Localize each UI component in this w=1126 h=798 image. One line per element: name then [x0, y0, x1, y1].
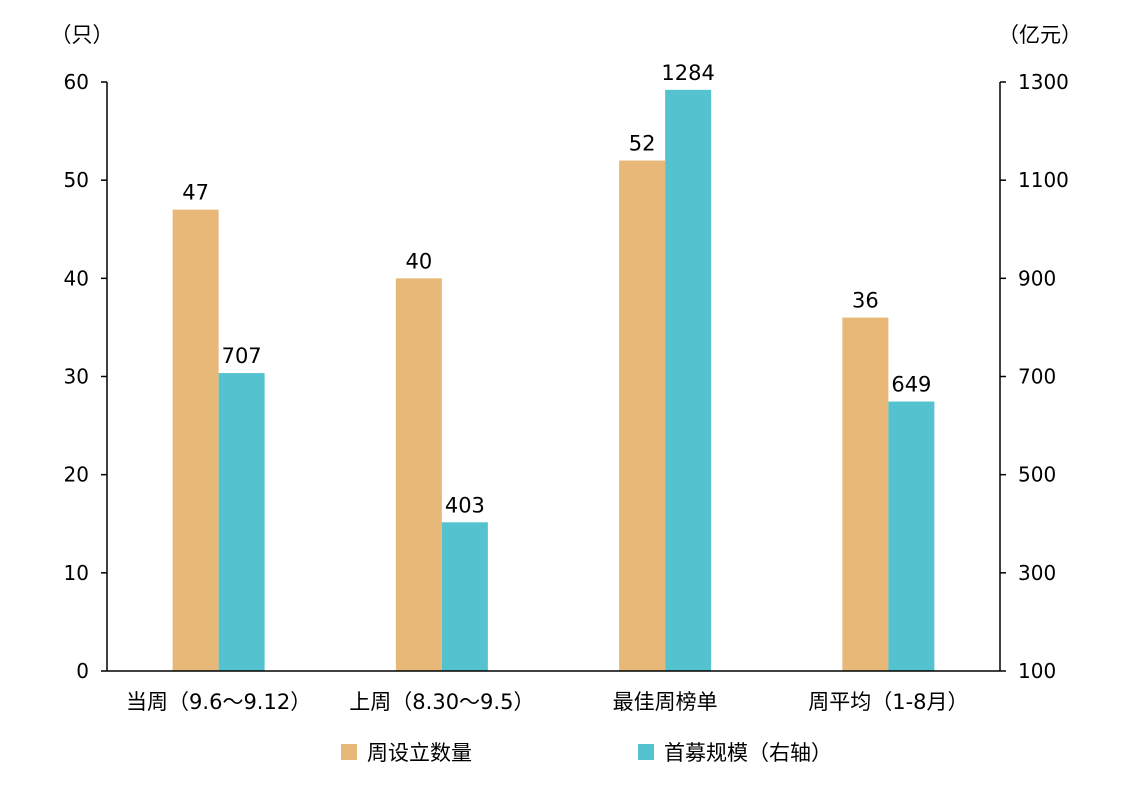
- right-tick-label: 700: [1018, 365, 1056, 389]
- left-tick-label: 10: [64, 561, 89, 585]
- right-axis-ticks: 100 300 500 700 900 1100 1300: [1000, 70, 1069, 683]
- right-axis-unit: （亿元）: [998, 23, 1082, 47]
- data-label-weekly-count: 47: [182, 181, 209, 205]
- right-tick-label: 100: [1018, 659, 1056, 683]
- legend: 周设立数量 首募规模（右轴）: [341, 741, 832, 765]
- right-tick-label: 1100: [1018, 168, 1069, 192]
- left-tick-label: 50: [64, 168, 89, 192]
- left-tick-label: 0: [76, 659, 89, 683]
- legend-swatch-initial-raise: [638, 744, 654, 760]
- category-label: 最佳周榜单: [613, 690, 718, 714]
- data-label-initial-raise: 1284: [661, 61, 714, 85]
- legend-label-weekly-count: 周设立数量: [367, 741, 472, 765]
- bar-weekly-count: [395, 278, 442, 671]
- legend-swatch-weekly-count: [341, 744, 357, 760]
- left-tick-label: 20: [64, 463, 89, 487]
- data-label-weekly-count: 40: [406, 249, 433, 273]
- bar-weekly-count: [842, 317, 889, 671]
- right-tick-label: 500: [1018, 463, 1056, 487]
- bar-weekly-count: [172, 209, 219, 671]
- bar-initial-raise: [888, 401, 935, 671]
- bar-initial-raise: [441, 522, 488, 671]
- bar-weekly-count: [619, 160, 666, 672]
- left-axis-ticks: 0 10 20 30 40 50 60: [64, 70, 107, 683]
- legend-label-initial-raise: 首募规模（右轴）: [664, 741, 832, 765]
- bars: [172, 89, 935, 672]
- category-labels: 当周（9.6～9.12） 上周（8.30～9.5） 最佳周榜单 周平均（1-8月）: [126, 690, 968, 714]
- data-label-initial-raise: 649: [891, 373, 931, 397]
- left-tick-label: 30: [64, 365, 89, 389]
- data-label-initial-raise: 403: [445, 493, 485, 517]
- left-tick-label: 60: [64, 70, 89, 94]
- data-label-initial-raise: 707: [222, 344, 262, 368]
- legend-item-weekly-count: 周设立数量: [341, 741, 472, 765]
- data-label-weekly-count: 52: [629, 132, 656, 156]
- left-axis-unit: （只）: [51, 23, 114, 47]
- category-label: 周平均（1-8月）: [808, 690, 968, 714]
- bar-initial-raise: [665, 89, 712, 671]
- bar-initial-raise: [218, 373, 265, 671]
- data-labels: 47 707 40 403 52 1284 36 649: [182, 61, 931, 517]
- data-label-weekly-count: 36: [852, 289, 879, 313]
- right-tick-label: 300: [1018, 561, 1056, 585]
- legend-item-initial-raise: 首募规模（右轴）: [638, 741, 832, 765]
- right-tick-label: 1300: [1018, 70, 1069, 94]
- category-label: 当周（9.6～9.12）: [126, 690, 311, 714]
- right-tick-label: 900: [1018, 266, 1056, 290]
- category-label: 上周（8.30～9.5）: [349, 690, 534, 714]
- left-tick-label: 40: [64, 266, 89, 290]
